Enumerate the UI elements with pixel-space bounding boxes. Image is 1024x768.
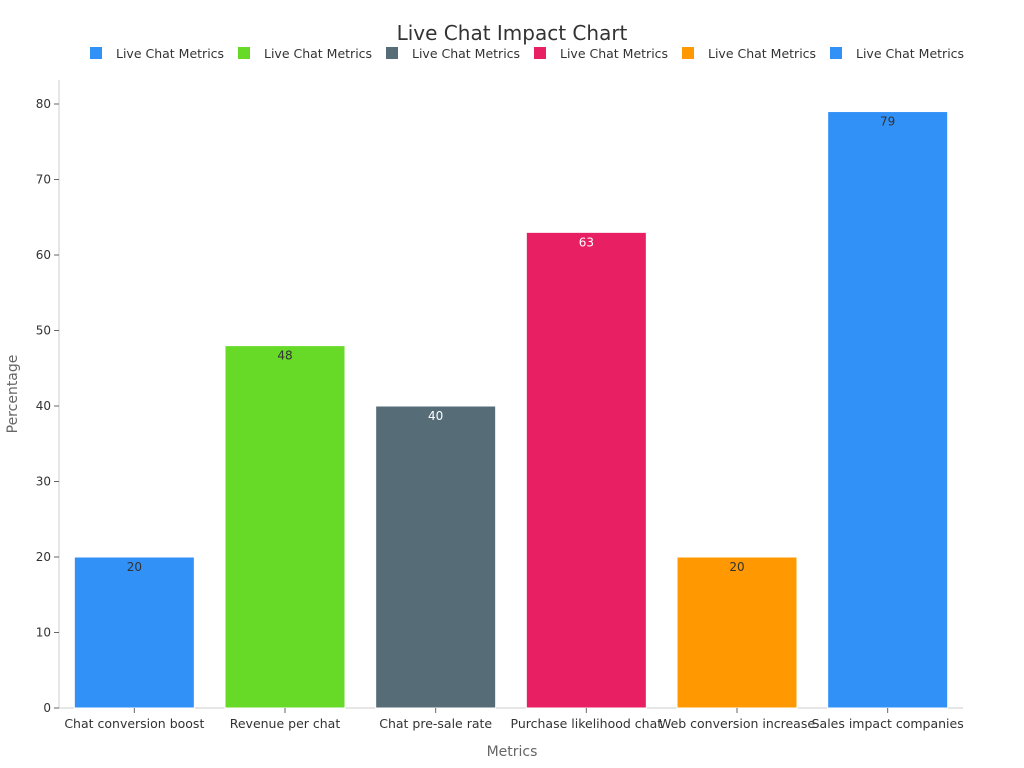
y-tick-label: 30	[36, 475, 51, 489]
legend-item[interactable]: Live Chat Metrics	[90, 46, 224, 61]
chart-legend: Live Chat Metrics Live Chat Metrics Live C…	[90, 46, 964, 61]
x-tick-label: Revenue per chat	[230, 716, 341, 731]
bar	[827, 111, 949, 709]
y-tick-label: 10	[36, 626, 51, 640]
legend-label: Live Chat Metrics	[116, 46, 224, 61]
x-tick-label: Sales impact companies	[812, 716, 964, 731]
chart-title: Live Chat Impact Chart	[397, 21, 628, 45]
legend-label: Live Chat Metrics	[412, 46, 520, 61]
bar	[73, 556, 195, 709]
data-label: 40	[428, 409, 443, 423]
data-label: 20	[729, 560, 744, 574]
y-tick-label: 50	[36, 324, 51, 338]
legend-swatch	[386, 47, 398, 59]
x-tick-label: Chat conversion boost	[64, 716, 204, 731]
legend-item[interactable]: Live Chat Metrics	[830, 46, 964, 61]
legend-label: Live Chat Metrics	[264, 46, 372, 61]
legend-item[interactable]: Live Chat Metrics	[238, 46, 372, 61]
legend-label: Live Chat Metrics	[708, 46, 816, 61]
data-label: 48	[277, 349, 292, 363]
legend-swatch	[682, 47, 694, 59]
y-axis-title: Percentage	[5, 355, 21, 434]
legend-swatch	[238, 47, 250, 59]
y-tick-label: 60	[36, 248, 51, 262]
bar	[375, 405, 497, 709]
data-label: 20	[127, 560, 142, 574]
legend-swatch	[830, 47, 842, 59]
x-tick-label: Chat pre-sale rate	[379, 716, 492, 731]
data-label: 79	[880, 115, 895, 129]
y-ticks: 0 10 20 30 40 50 60 70 80	[36, 97, 59, 715]
legend-swatch	[90, 47, 102, 59]
x-tick-labels: Chat conversion boost Revenue per chat Cha…	[64, 708, 964, 731]
legend-item[interactable]: Live Chat Metrics	[534, 46, 668, 61]
bars: 20 48 40 63 20 79	[73, 111, 949, 709]
legend-swatch	[534, 47, 546, 59]
y-tick-label: 0	[43, 701, 51, 715]
y-tick-label: 80	[36, 97, 51, 111]
bar	[525, 231, 647, 709]
bar	[224, 345, 346, 709]
legend-label: Live Chat Metrics	[560, 46, 668, 61]
bar	[676, 556, 798, 709]
x-axis-title: Metrics	[487, 744, 538, 760]
x-tick-label: Web conversion increase	[659, 716, 815, 731]
legend-label: Live Chat Metrics	[856, 46, 964, 61]
legend-item[interactable]: Live Chat Metrics	[386, 46, 520, 61]
y-tick-label: 40	[36, 399, 51, 413]
y-tick-label: 70	[36, 173, 51, 187]
chart-axes	[58, 80, 963, 709]
y-tick-label: 20	[36, 550, 51, 564]
legend-item[interactable]: Live Chat Metrics	[682, 46, 816, 61]
x-tick-label: Purchase likelihood chat	[511, 716, 663, 731]
data-label: 63	[579, 235, 594, 249]
